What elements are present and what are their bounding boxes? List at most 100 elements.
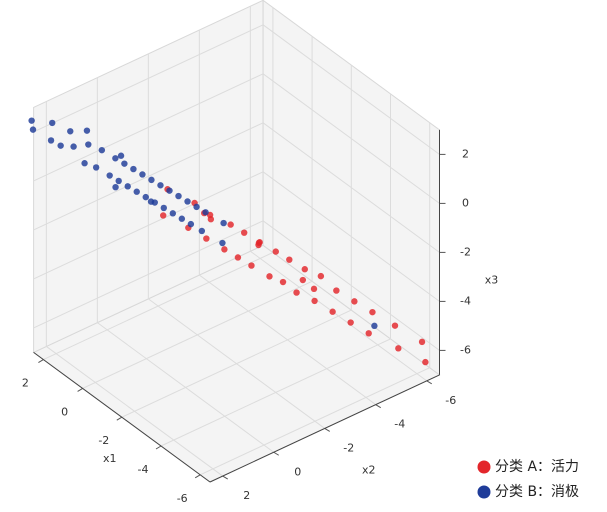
point <box>365 330 372 337</box>
tick-mark <box>375 404 382 409</box>
point <box>317 272 325 280</box>
grid-line <box>199 274 377 406</box>
point <box>198 227 206 235</box>
point <box>272 248 279 255</box>
point <box>83 127 91 134</box>
point <box>92 164 100 171</box>
point <box>234 254 242 261</box>
point <box>241 229 248 236</box>
point <box>311 297 318 305</box>
point <box>202 209 209 216</box>
points <box>28 117 429 366</box>
grid-line <box>33 24 264 133</box>
grid-line <box>46 346 224 477</box>
axis-label: x3 <box>485 273 499 286</box>
point <box>130 165 137 173</box>
point <box>157 182 164 189</box>
point <box>112 184 119 191</box>
panes <box>32 0 441 483</box>
point <box>255 239 263 247</box>
grid-line <box>33 122 264 231</box>
axis-line <box>33 351 211 483</box>
grid-line <box>262 24 440 155</box>
point <box>169 210 177 217</box>
point <box>133 188 140 195</box>
point <box>112 155 119 162</box>
legend-label: 分类 A：活力 <box>495 459 579 475</box>
point <box>187 220 195 228</box>
point <box>160 204 167 212</box>
point <box>219 239 226 247</box>
tick-label: 2 <box>462 147 469 160</box>
legend-marker <box>477 460 491 474</box>
tick-label: -6 <box>460 343 471 356</box>
point <box>178 215 186 222</box>
tick-label: -4 <box>138 463 149 476</box>
point <box>81 160 88 167</box>
tick-mark <box>77 387 83 392</box>
point <box>248 262 255 269</box>
tick-label: -6 <box>445 394 456 407</box>
point <box>286 256 293 263</box>
point <box>329 308 336 315</box>
point <box>29 126 37 133</box>
axis-label: x1 <box>103 452 117 465</box>
point <box>301 266 308 273</box>
point <box>142 193 149 201</box>
tick-label: -4 <box>394 418 405 431</box>
point <box>124 183 131 190</box>
point <box>227 221 234 228</box>
point <box>106 172 113 179</box>
tick-mark <box>273 451 280 456</box>
point <box>347 319 354 326</box>
point <box>47 137 55 144</box>
grid-line <box>97 322 275 453</box>
point <box>148 176 155 184</box>
grid-line <box>250 250 428 382</box>
tick-label: 0 <box>61 405 68 418</box>
point <box>299 276 307 284</box>
point <box>57 142 64 149</box>
grid-line <box>262 73 440 204</box>
point <box>207 216 215 223</box>
tick-label: 2 <box>243 489 250 502</box>
axes: -6 -4 -2 0 2 -6 -4 -2 0 2 -6 -4 -2 0 2 x1 x2 x3 <box>22 129 499 505</box>
tick-mark <box>116 416 123 421</box>
point <box>418 338 426 346</box>
tick-label: -4 <box>460 294 471 307</box>
point <box>67 128 74 135</box>
legend-marker <box>477 485 491 499</box>
tick-mark <box>155 445 162 450</box>
tick-label: -2 <box>343 441 354 454</box>
point <box>391 322 399 329</box>
point <box>203 235 210 242</box>
point <box>422 358 429 366</box>
tick-label: 2 <box>22 377 29 390</box>
grid-line <box>33 73 264 182</box>
point <box>220 219 227 227</box>
grid-line <box>262 171 440 302</box>
point <box>369 308 376 316</box>
point <box>221 246 228 253</box>
axis-line <box>209 374 440 483</box>
grid-line <box>33 220 264 329</box>
legend-label: 分类 B：消极 <box>495 484 579 500</box>
point <box>85 141 92 148</box>
tick-mark <box>222 475 229 480</box>
point <box>175 192 182 200</box>
point <box>28 117 35 124</box>
point <box>117 152 125 159</box>
point <box>395 345 402 352</box>
point <box>193 203 200 211</box>
point <box>49 119 56 127</box>
point <box>279 278 287 286</box>
tick-mark <box>426 380 433 385</box>
tick-label: 0 <box>294 465 301 478</box>
grid-line <box>33 171 264 280</box>
point <box>371 322 378 330</box>
grid <box>33 6 440 477</box>
point <box>160 212 167 219</box>
tick-mark <box>324 428 331 432</box>
